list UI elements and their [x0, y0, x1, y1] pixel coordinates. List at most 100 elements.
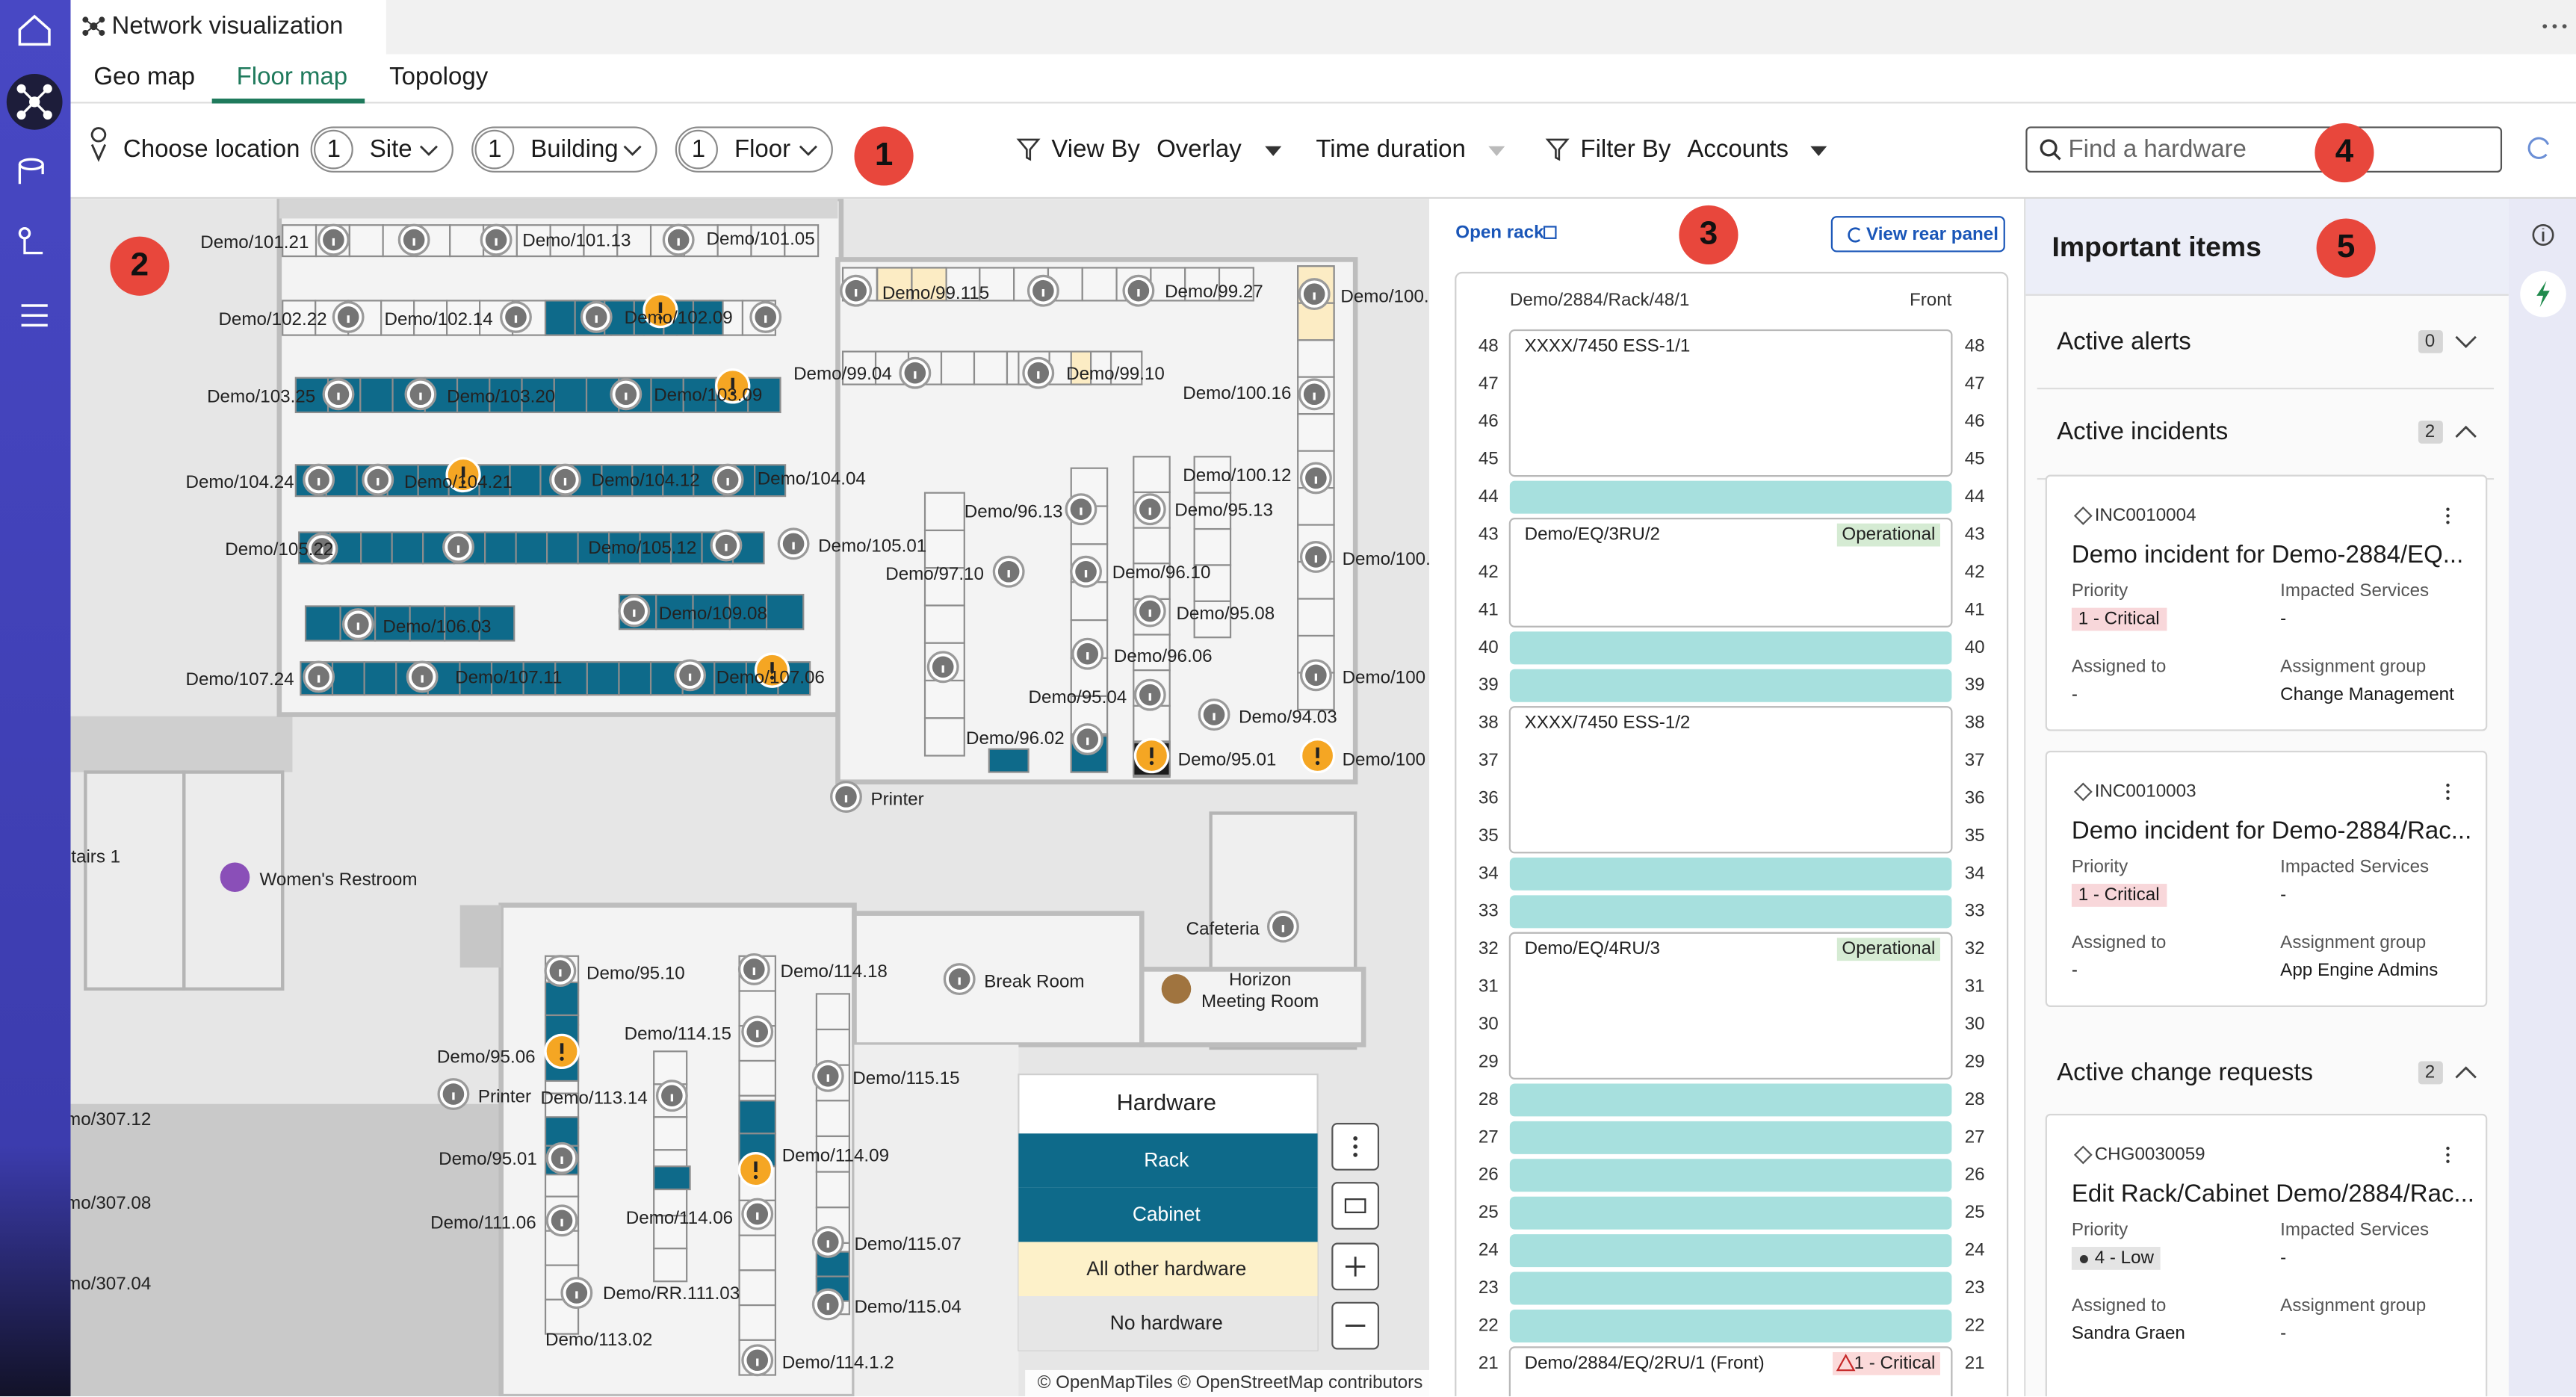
hardware-marker[interactable]	[1071, 723, 1104, 755]
hardware-marker[interactable]	[811, 1225, 844, 1258]
alert-marker[interactable]	[1299, 737, 1336, 774]
hardware-marker[interactable]	[404, 378, 437, 411]
hardware-marker[interactable]	[992, 555, 1025, 588]
time-caret[interactable]	[1488, 146, 1505, 156]
hardware-marker[interactable]	[1299, 462, 1332, 495]
hardware-marker[interactable]	[899, 356, 932, 389]
hardware-marker[interactable]	[303, 463, 335, 496]
rack-device[interactable]: Demo/2884/EQ/2RU/1 (Front) 1 - Critical	[1508, 1346, 1953, 1397]
item-card[interactable]	[2045, 474, 2488, 731]
alert-marker[interactable]	[754, 652, 790, 688]
section-title[interactable]: Active alerts	[2057, 327, 2191, 356]
hardware-marker[interactable]	[580, 300, 613, 333]
hardware-marker[interactable]	[1070, 555, 1102, 588]
hardware-marker[interactable]	[840, 274, 873, 307]
alert-marker[interactable]	[544, 1033, 580, 1069]
hardware-marker[interactable]	[926, 651, 959, 684]
section-title[interactable]: Active incidents	[2057, 418, 2229, 447]
hardware-marker[interactable]	[710, 529, 743, 562]
more-menu[interactable]	[2540, 19, 2570, 33]
hardware-marker[interactable]	[662, 223, 695, 256]
hardware-marker[interactable]	[1122, 274, 1155, 307]
hardware-marker[interactable]	[480, 223, 513, 256]
nav-tab[interactable]: Topology	[389, 63, 489, 92]
alert-marker[interactable]	[643, 292, 678, 329]
hardware-marker[interactable]	[1299, 541, 1332, 573]
hardware-marker[interactable]	[1133, 493, 1166, 526]
hardware-marker[interactable]	[332, 300, 365, 333]
hardware-marker[interactable]	[500, 300, 532, 333]
map-button[interactable]	[1331, 1182, 1380, 1230]
hardware-marker[interactable]	[1133, 678, 1166, 711]
accounts-caret[interactable]	[1810, 146, 1827, 156]
app-tab[interactable]	[70, 0, 386, 55]
view-rear-button[interactable]	[1830, 216, 2005, 253]
hardware-marker[interactable]	[442, 530, 474, 563]
hardware-marker[interactable]	[406, 660, 439, 693]
hardware-marker[interactable]	[560, 1277, 593, 1310]
hardware-marker[interactable]	[1071, 637, 1104, 670]
hardware-marker[interactable]	[943, 963, 976, 996]
hardware-marker[interactable]	[610, 378, 643, 411]
nav-tab[interactable]: Floor map	[236, 63, 348, 92]
flow-icon[interactable]	[18, 227, 31, 240]
hardware-marker[interactable]	[544, 955, 577, 988]
hardware-marker[interactable]	[1022, 356, 1055, 389]
hardware-marker[interactable]	[741, 1198, 774, 1230]
hardware-marker[interactable]	[777, 527, 810, 560]
refresh-icon[interactable]	[2527, 137, 2550, 159]
hardware-marker[interactable]	[1027, 274, 1059, 307]
rack-device[interactable]: XXXX/7450 ESS-1/1	[1508, 329, 1953, 477]
overlay-caret[interactable]	[1265, 146, 1282, 156]
alert-marker[interactable]	[1133, 737, 1170, 774]
card-menu[interactable]	[2445, 506, 2451, 525]
hardware-marker[interactable]	[811, 1288, 844, 1321]
alert-marker[interactable]	[737, 1152, 774, 1188]
hardware-marker[interactable]	[397, 223, 430, 256]
hardware-marker[interactable]	[811, 1059, 844, 1092]
home-icon[interactable]	[18, 14, 51, 46]
rack-device[interactable]: Demo/EQ/4RU/3 Operational	[1508, 932, 1953, 1080]
alert-marker[interactable]	[715, 368, 751, 404]
time-duration[interactable]: Time duration	[1316, 135, 1466, 164]
search-box[interactable]	[2025, 126, 2503, 173]
hardware-marker[interactable]	[711, 463, 744, 496]
hardware-marker[interactable]	[741, 1015, 774, 1048]
hardware-marker[interactable]	[1298, 378, 1331, 411]
section-title[interactable]: Active change requests	[2057, 1059, 2314, 1087]
hardware-marker[interactable]	[655, 1080, 688, 1112]
hardware-marker[interactable]	[1065, 493, 1097, 526]
hardware-marker[interactable]	[830, 781, 862, 813]
hardware-marker[interactable]	[749, 300, 782, 333]
section-chevron[interactable]	[2454, 424, 2477, 440]
hardware-marker[interactable]	[437, 1078, 470, 1110]
hardware-marker[interactable]	[362, 463, 394, 496]
hardware-marker[interactable]	[1298, 278, 1331, 311]
view-by-value[interactable]: Overlay	[1157, 135, 1242, 164]
hardware-marker[interactable]	[303, 660, 335, 693]
rack-device[interactable]: Demo/EQ/3RU/2 Operational	[1508, 518, 1953, 628]
open-rack-link[interactable]: Open rack	[1455, 223, 1544, 243]
alert-marker[interactable]	[445, 456, 481, 493]
card-menu[interactable]	[2445, 782, 2451, 802]
hardware-marker[interactable]	[1133, 595, 1166, 628]
hardware-marker[interactable]	[317, 223, 350, 256]
hardware-marker[interactable]	[549, 463, 581, 496]
hardware-marker[interactable]	[545, 1142, 578, 1174]
rack-device[interactable]: XXXX/7450 ESS-1/2	[1508, 706, 1953, 854]
floor-map[interactable]: Demo/101.21 Demo/101.13 Demo/101.05 Demo/10…	[70, 199, 1430, 1397]
hardware-marker[interactable]	[674, 659, 707, 692]
hardware-marker[interactable]	[737, 952, 770, 985]
hardware-marker[interactable]	[322, 378, 355, 411]
filter-by-value[interactable]: Accounts	[1687, 135, 1789, 164]
list-icon[interactable]	[21, 304, 48, 327]
hardware-marker[interactable]	[545, 1204, 578, 1237]
hardware-marker[interactable]	[341, 608, 374, 641]
nav-tab[interactable]: Geo map	[93, 63, 196, 92]
location-pill[interactable]	[675, 126, 833, 173]
location-pill[interactable]	[310, 126, 453, 173]
hardware-marker[interactable]	[741, 1344, 774, 1377]
hardware-marker[interactable]	[1299, 659, 1332, 692]
info-icon[interactable]	[2532, 223, 2554, 246]
card-menu[interactable]	[2445, 1145, 2451, 1165]
